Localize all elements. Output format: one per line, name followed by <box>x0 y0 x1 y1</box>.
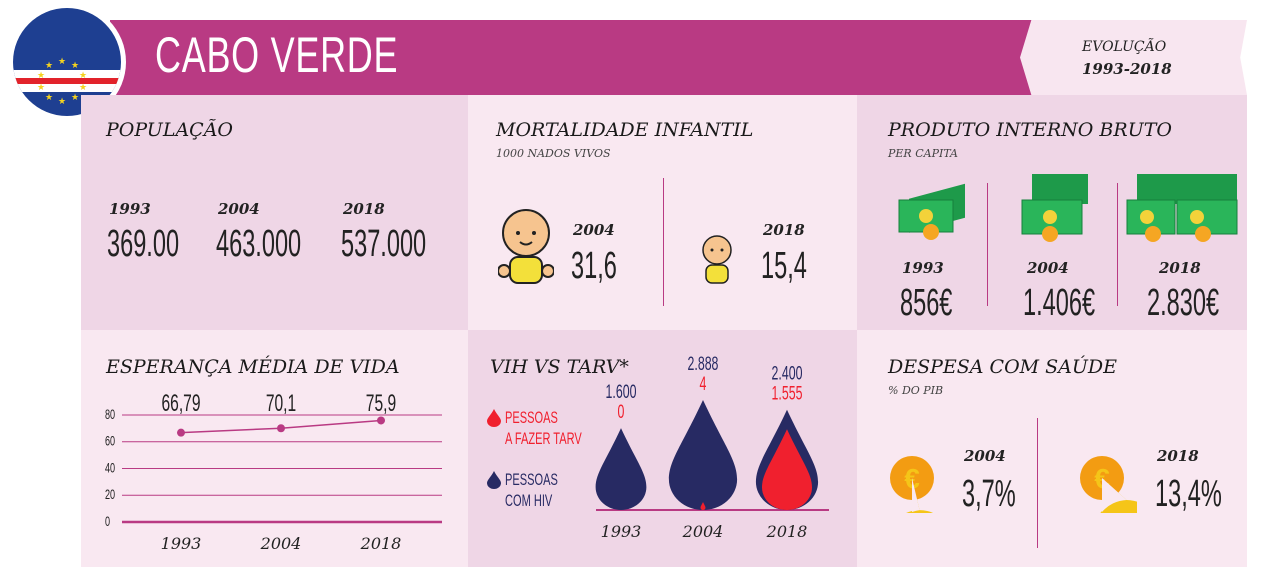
panel-title: PRODUTO INTERNO BRUTO <box>888 119 1172 141</box>
data-label: 75,9 <box>366 391 396 417</box>
y-tick-label: 40 <box>105 459 115 476</box>
vih-panel: VIH VS TARV* PESSOAS A FAZER TARV PESSOA… <box>468 330 857 567</box>
tarv-drop <box>761 429 813 510</box>
y-tick-label: 20 <box>105 486 115 503</box>
hiv-value-label: 2.888 <box>688 353 719 374</box>
legend-label: PESSOAS <box>505 470 558 489</box>
euro-symbol: € <box>904 463 920 494</box>
divider <box>987 183 988 306</box>
panel-title: ESPERANÇA MÉDIA DE VIDA <box>106 356 400 378</box>
x-tick-label: 1993 <box>601 522 642 541</box>
hiv-value-label: 1.600 <box>606 382 637 403</box>
life-expectancy-chart: 80 60 40 20 0 66,79 1993 70,1 2004 75,9 2018 <box>105 391 442 553</box>
country-title: CABO VERDE <box>155 27 399 83</box>
y-tick-label: 0 <box>105 513 110 530</box>
esperanca-panel: ESPERANÇA MÉDIA DE VIDA 80 60 40 20 0 66,79 19… <box>81 330 468 567</box>
despesa-panel: DESPESA COM SAÚDE % DO PIB € 2004 3,7% €… <box>857 330 1247 567</box>
red-drop-icon <box>487 409 501 427</box>
hiv-drop <box>668 400 738 510</box>
legend-label: COM HIV <box>505 491 553 510</box>
ribbon-label: EVOLUÇÃO <box>1082 39 1167 55</box>
tarv-value-label: 0 <box>618 402 625 423</box>
legend-label: A FAZER TARV <box>505 429 582 448</box>
gdp-value: 2.830€ <box>1147 282 1220 324</box>
population-value: 537.000 <box>341 223 427 265</box>
panel-title: MORTALIDADE INFANTIL <box>496 119 754 141</box>
gdp-value: 856€ <box>900 282 953 324</box>
x-tick-label: 2004 <box>260 534 302 553</box>
money-stack-icon <box>898 183 965 240</box>
tarv-value-label: 4 <box>700 373 707 394</box>
year-label: 1993 <box>902 259 944 277</box>
year-label: 2018 <box>1157 447 1199 465</box>
header-banner <box>110 20 1070 95</box>
year-label: 2004 <box>1027 259 1069 277</box>
hiv-value-label: 2.400 <box>772 363 803 384</box>
x-tick-label: 2018 <box>766 522 808 541</box>
panel-subtitle: % DO PIB <box>888 384 944 397</box>
x-tick-label: 1993 <box>161 534 202 553</box>
y-tick-label: 80 <box>105 406 115 423</box>
gdp-value: 1.406€ <box>1023 282 1096 324</box>
period-ribbon: EVOLUÇÃO 1993-2018 <box>1020 20 1247 95</box>
money-stack-icon <box>1021 174 1088 242</box>
health-spending-value: 3,7% <box>962 473 1016 515</box>
panel-subtitle: PER CAPITA <box>888 147 958 160</box>
data-label: 70,1 <box>266 391 296 417</box>
tarv-drop <box>700 502 706 510</box>
year-label: 2018 <box>763 221 805 239</box>
year-label: 2004 <box>573 221 615 239</box>
data-label: 66,79 <box>161 391 200 417</box>
year-label: 1993 <box>109 200 151 218</box>
x-tick-label: 2018 <box>360 534 402 553</box>
population-value: 369.00 <box>107 223 180 265</box>
navy-drop-icon <box>487 471 501 489</box>
x-tick-label: 2004 <box>682 522 724 541</box>
tarv-value-label: 1.555 <box>772 383 803 404</box>
baby-icon <box>498 209 554 284</box>
pib-panel: PRODUTO INTERNO BRUTO PER CAPITA 1993 85… <box>857 95 1247 330</box>
panel-title: DESPESA COM SAÚDE <box>888 356 1118 378</box>
year-label: 2018 <box>1159 259 1201 277</box>
money-stack-icon <box>1126 174 1238 242</box>
population-value: 463.000 <box>216 223 302 265</box>
legend-label: PESSOAS <box>505 408 558 427</box>
ribbon-period: 1993-2018 <box>1082 60 1172 78</box>
mortalidade-panel: MORTALIDADE INFANTIL 1000 NADOS VIVOS 20… <box>468 95 857 330</box>
mortality-value: 15,4 <box>761 245 807 287</box>
health-spending-value: 13,4% <box>1155 473 1222 515</box>
data-point <box>377 416 385 425</box>
euro-coin-icon: € <box>890 456 934 513</box>
coin-cutout <box>912 478 920 512</box>
panel-title: POPULAÇÃO <box>106 119 233 141</box>
divider <box>1037 418 1038 548</box>
baby-small-icon <box>702 235 732 284</box>
y-tick-label: 60 <box>105 433 115 450</box>
cabo-verde-flag-icon: ★ ★ ★ ★ ★ ★ ★ ★ ★ ★ <box>8 3 126 121</box>
panel-title: VIH VS TARV* <box>490 356 629 378</box>
year-label: 2004 <box>218 200 260 218</box>
year-label: 2004 <box>964 447 1006 465</box>
data-point <box>177 428 185 437</box>
panel-subtitle: 1000 NADOS VIVOS <box>496 147 611 160</box>
data-point <box>277 424 285 433</box>
divider <box>663 178 664 306</box>
hiv-drop <box>595 428 647 510</box>
populacao-panel: POPULAÇÃO 1993 369.00 2004 463.000 2018 … <box>81 95 468 330</box>
year-label: 2018 <box>343 200 385 218</box>
divider <box>1117 183 1118 306</box>
coin-cutout <box>1102 478 1127 512</box>
mortality-value: 31,6 <box>571 245 617 287</box>
euro-coin-icon: € <box>1080 456 1137 513</box>
